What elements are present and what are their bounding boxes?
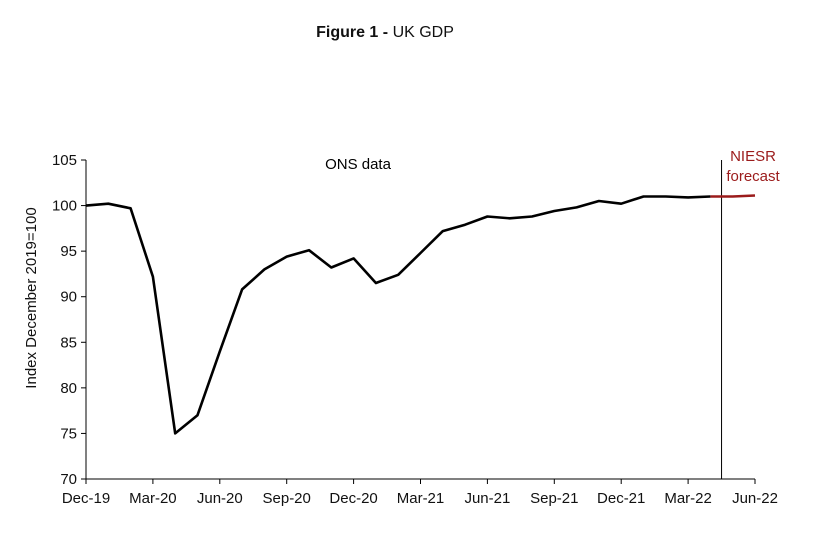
y-tick-label: 90	[60, 289, 77, 306]
figure-label: Figure 1 -	[316, 24, 389, 41]
y-tick-label: 80	[60, 380, 77, 397]
y-tick-label: 70	[60, 471, 77, 488]
x-tick-label: Mar-21	[397, 490, 445, 507]
x-tick-label: Dec-20	[329, 490, 377, 507]
x-tick-label: Jun-20	[197, 490, 243, 507]
y-tick-label: 105	[52, 152, 77, 169]
forecast-annotation: forecast	[726, 168, 780, 185]
y-tick-label: 95	[60, 243, 77, 260]
figure-title: Figure 1 - UK GDP	[0, 24, 770, 42]
y-tick-label: 85	[60, 334, 77, 351]
ons-data-annotation: ONS data	[325, 156, 392, 173]
y-tick-label: 100	[52, 198, 77, 215]
x-tick-label: Jun-22	[732, 490, 778, 507]
x-tick-label: Jun-21	[464, 490, 510, 507]
y-tick-label: 75	[60, 425, 77, 442]
y-axis-title: Index December 2019=100	[23, 207, 40, 388]
figure-title-text: UK GDP	[392, 24, 454, 41]
niesr-annotation: NIESR	[730, 148, 776, 165]
x-tick-label: Mar-22	[664, 490, 712, 507]
x-tick-label: Dec-19	[62, 490, 110, 507]
x-axis-ticks: Dec-19 Mar-20 Jun-20 Sep-20 Dec-20 Mar-21 Jun-…	[62, 479, 778, 507]
x-tick-label: Sep-20	[263, 490, 311, 507]
x-tick-label: Sep-21	[530, 490, 578, 507]
x-tick-label: Mar-20	[129, 490, 177, 507]
niesr-forecast-series-line	[710, 194, 756, 198]
ons-data-series-line	[85, 195, 711, 435]
y-axis-ticks: 70 75 80 85 90 95 100 105	[52, 152, 86, 488]
x-tick-label: Dec-21	[597, 490, 645, 507]
